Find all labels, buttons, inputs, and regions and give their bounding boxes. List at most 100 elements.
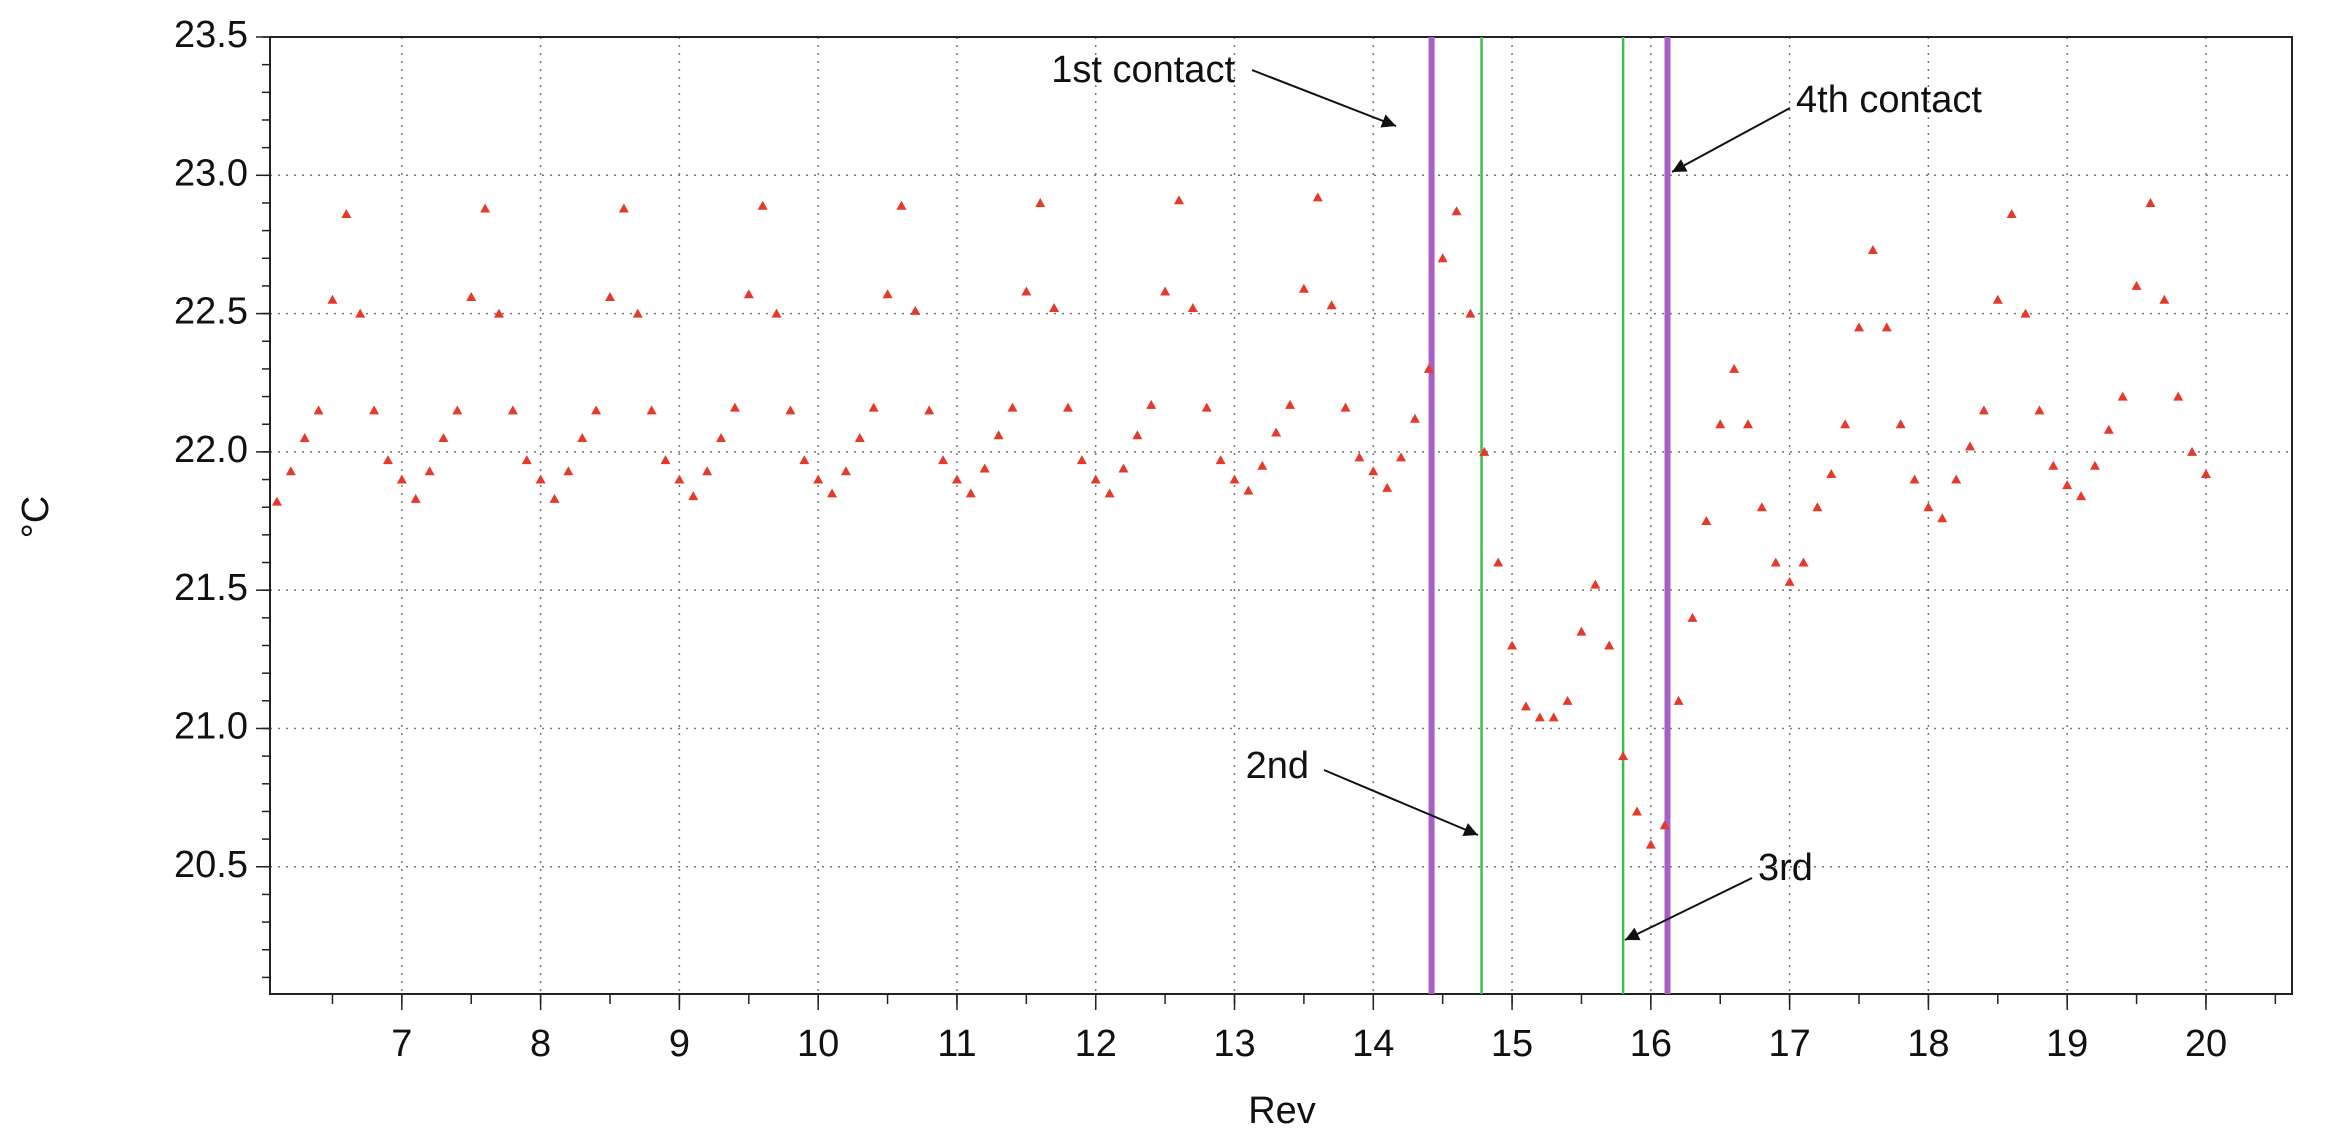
data-point: [1826, 469, 1837, 479]
data-point: [355, 308, 366, 318]
y-tick-label: 23.5: [174, 14, 248, 56]
data-point: [813, 474, 824, 484]
data-point: [674, 474, 685, 484]
y-tick-label: 22.5: [174, 291, 248, 333]
data-point: [2020, 308, 2031, 318]
data-point: [1382, 482, 1393, 492]
x-tick-label: 10: [797, 1023, 839, 1065]
y-tick-label: 23.0: [174, 152, 248, 194]
data-point: [1631, 806, 1642, 816]
data-point: [2173, 391, 2184, 401]
data-point: [1257, 460, 1268, 470]
y-axis-label: °C: [15, 496, 57, 539]
data-point: [1326, 300, 1337, 310]
data-point: [1770, 557, 1781, 567]
data-point: [2062, 480, 2073, 490]
annotation: 1st contact: [1051, 49, 1235, 91]
data-point: [1965, 441, 1976, 451]
x-tick-label: 13: [1213, 1023, 1255, 1065]
data-point: [1507, 640, 1518, 650]
data-point: [1396, 452, 1407, 462]
data-point: [2048, 460, 2059, 470]
data-point: [1243, 485, 1254, 495]
data-point: [868, 402, 879, 412]
data-point: [1340, 402, 1351, 412]
data-point: [1659, 820, 1670, 830]
x-tick-label: 16: [1630, 1023, 1672, 1065]
x-tick-label: 17: [1768, 1023, 1810, 1065]
annotation: 2nd: [1246, 745, 1309, 787]
data-point: [854, 433, 865, 443]
data-point: [1562, 695, 1573, 705]
data-point: [1854, 322, 1865, 332]
y-tick-label: 20.5: [174, 844, 248, 886]
data-point: [771, 308, 782, 318]
data-point: [729, 402, 740, 412]
data-point: [1951, 474, 1962, 484]
data-point: [1493, 557, 1504, 567]
data-point: [1701, 516, 1712, 526]
data-point: [1867, 244, 1878, 254]
data-point: [1368, 466, 1379, 476]
data-point: [1784, 576, 1795, 586]
data-point: [493, 308, 504, 318]
annotation-arrow: [1323, 769, 1479, 837]
data-point: [521, 455, 532, 465]
x-tick-label: 8: [530, 1023, 551, 1065]
data-point: [1895, 419, 1906, 429]
y-tick-label: 22.0: [174, 429, 248, 471]
data-point: [2187, 446, 2198, 456]
x-tick-label: 20: [2185, 1023, 2227, 1065]
data-point: [1354, 452, 1365, 462]
data-point: [882, 289, 893, 299]
data-point: [1187, 303, 1198, 313]
data-point: [1215, 455, 1226, 465]
data-point: [993, 430, 1004, 440]
data-point: [1090, 474, 1101, 484]
annotation-arrow: [1251, 69, 1397, 128]
y-tick-label: 21.0: [174, 706, 248, 748]
data-point: [1451, 206, 1462, 216]
annotation-arrow: [1671, 107, 1791, 173]
data-point: [646, 405, 657, 415]
data-point: [1049, 303, 1060, 313]
data-point: [702, 466, 713, 476]
data-point: [424, 466, 435, 476]
data-point: [924, 405, 935, 415]
data-point: [632, 308, 643, 318]
data-point: [452, 405, 463, 415]
data-point: [965, 488, 976, 498]
data-point: [618, 203, 629, 213]
x-tick-label: 9: [669, 1023, 690, 1065]
data-point: [327, 294, 338, 304]
data-point: [979, 463, 990, 473]
data-point: [2159, 294, 2170, 304]
data-point: [2034, 405, 2045, 415]
x-tick-label: 11: [937, 1023, 976, 1065]
data-point: [1146, 399, 1157, 409]
x-tick-label: 15: [1491, 1023, 1533, 1065]
data-point: [1798, 557, 1809, 567]
data-point: [271, 496, 282, 506]
data-point: [827, 488, 838, 498]
data-point: [382, 455, 393, 465]
data-point: [507, 405, 518, 415]
data-point: [1409, 413, 1420, 423]
data-point: [1312, 192, 1323, 202]
data-point: [1618, 751, 1629, 761]
data-point: [1576, 626, 1587, 636]
data-point: [1423, 363, 1434, 373]
data-point: [577, 433, 588, 443]
data-point: [1992, 294, 2003, 304]
data-point: [1437, 253, 1448, 263]
data-point: [1937, 513, 1948, 523]
data-point: [1604, 640, 1615, 650]
data-point: [1590, 579, 1601, 589]
data-point: [716, 433, 727, 443]
data-point: [1201, 402, 1212, 412]
data-point: [1881, 322, 1892, 332]
data-point: [2006, 209, 2017, 219]
x-tick-label: 14: [1352, 1023, 1394, 1065]
